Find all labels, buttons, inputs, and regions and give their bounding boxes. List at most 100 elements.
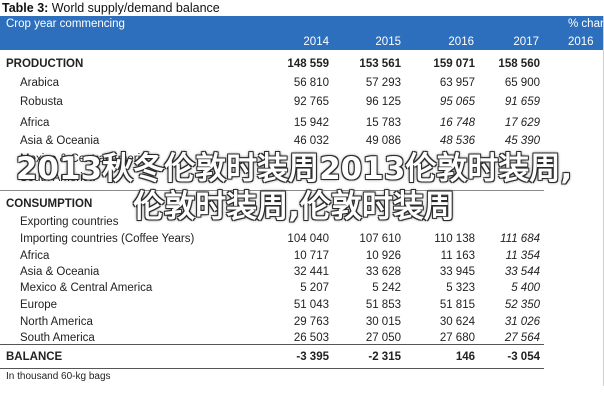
row-label: Arabica xyxy=(20,77,59,89)
value-cell-2017: 17 629 xyxy=(504,117,540,129)
value-cell-2015: 5 242 xyxy=(372,282,401,294)
row-label: Asia & Oceania xyxy=(20,266,100,278)
value-cell-2015: 10 926 xyxy=(365,250,401,262)
pct-change-header: % change xyxy=(568,18,604,30)
table-row: North America 29 763 30 015 30 624 31 026 xyxy=(0,315,604,332)
section-row: CONSUMPTION xyxy=(0,197,604,214)
value-cell-2014: 51 043 xyxy=(293,299,329,311)
table-row: Mexico & Central America xyxy=(0,152,604,169)
value-cell-2016: 16 748 xyxy=(439,117,475,129)
balance-divider xyxy=(0,368,544,369)
year-header-2017: 2017 xyxy=(513,36,539,48)
table-caption: World supply/demand balance xyxy=(51,1,220,15)
value-cell-2014: 26 503 xyxy=(293,332,329,344)
value-cell-2015: 30 015 xyxy=(365,316,401,328)
value-cell-2016: 95 065 xyxy=(439,96,475,108)
value-cell-2014: 104 040 xyxy=(287,233,329,245)
value-cell-2017: 11 354 xyxy=(505,250,540,262)
row-label: BALANCE xyxy=(6,351,63,363)
value-cell-2015: 33 628 xyxy=(365,266,401,278)
row-label: Africa xyxy=(20,117,50,129)
value-cell-2016: 30 624 xyxy=(439,316,475,328)
value-cell-2017: 111 684 xyxy=(500,233,540,245)
value-cell-2014: 15 942 xyxy=(293,117,329,129)
value-cell-2017: 5 400 xyxy=(511,282,540,294)
value-cell-2016: 51 815 xyxy=(439,299,475,311)
value-cell-2015: 153 561 xyxy=(359,58,401,70)
table-row: Arabica 56 810 57 293 63 957 65 900 xyxy=(0,76,604,93)
year-header-2014: 2014 xyxy=(303,36,329,48)
value-cell-2014: 29 763 xyxy=(293,316,329,328)
value-cell-2017: 65 900 xyxy=(504,77,540,89)
value-cell-2016: 11 163 xyxy=(440,250,475,262)
value-cell-2015: 15 783 xyxy=(365,117,401,129)
value-cell-2016: 33 945 xyxy=(439,266,475,278)
value-cell-2015: 107 610 xyxy=(359,233,401,245)
value-cell-2017: 33 544 xyxy=(504,266,540,278)
value-cell-2017: 31 026 xyxy=(504,316,540,328)
row-label: Africa xyxy=(20,250,50,262)
balance-row: BALANCE -3 395 -2 315 146 -3 054 xyxy=(0,350,604,367)
value-cell-2015: 57 293 xyxy=(365,77,401,89)
value-cell-2016: 110 138 xyxy=(434,233,475,245)
row-label: South America xyxy=(20,332,95,344)
production-divider xyxy=(0,190,544,191)
table-row: Robusta 92 765 96 125 95 065 91 659 xyxy=(0,95,604,112)
row-label: Europe xyxy=(20,299,58,311)
value-cell-2016: 63 957 xyxy=(439,77,475,89)
footnote: In thousand 60-kg bags xyxy=(6,371,111,382)
row-label: Mexico & Central America xyxy=(20,153,153,165)
value-cell-2014: 46 032 xyxy=(293,135,329,147)
year-header-2015: 2015 xyxy=(375,36,401,48)
table-row: Africa 15 942 15 783 16 748 17 629 xyxy=(0,116,604,133)
row-label: Robusta xyxy=(20,96,63,108)
watermark-overlay: 2013秋冬伦敦时装周2013伦敦时装周,伦敦时装周,伦敦时装周 xyxy=(15,151,573,225)
value-cell-2017: 158 560 xyxy=(498,58,540,70)
pct-year-header: 2016 xyxy=(568,36,594,48)
row-label: Importing countries (Coffee Years) xyxy=(20,233,195,245)
value-cell-2014: -3 395 xyxy=(296,351,329,363)
value-cell-2014: 148 559 xyxy=(287,58,329,70)
section-row: PRODUCTION 148 559 153 561 159 071 158 560 xyxy=(0,57,604,74)
value-cell-2017: 45 390 xyxy=(504,135,540,147)
value-cell-2015: -2 315 xyxy=(368,351,401,363)
crop-year-header: Crop year commencing xyxy=(6,18,125,30)
value-cell-2016: 146 xyxy=(455,351,475,363)
table-row: South America xyxy=(0,171,604,188)
value-cell-2014: 5 207 xyxy=(300,282,329,294)
row-label: Exporting countries xyxy=(20,216,119,228)
row-label: CONSUMPTION xyxy=(6,198,93,210)
value-cell-2014: 92 765 xyxy=(293,96,329,108)
value-cell-2017: 27 564 xyxy=(504,332,540,344)
table-row: Importing countries (Coffee Years) 104 04… xyxy=(0,232,604,249)
row-label: PRODUCTION xyxy=(6,58,84,70)
table-row: Europe 51 043 51 853 51 815 52 350 xyxy=(0,298,604,315)
value-cell-2015: 27 050 xyxy=(365,332,401,344)
year-header-2016: 2016 xyxy=(448,36,474,48)
row-label: Mexico & Central America xyxy=(20,282,153,294)
value-cell-2017: -3 054 xyxy=(507,351,540,363)
value-cell-2014: 56 810 xyxy=(293,77,329,89)
value-cell-2015: 96 125 xyxy=(365,96,401,108)
value-cell-2014: 10 717 xyxy=(293,250,329,262)
value-cell-2016: 27 680 xyxy=(439,332,475,344)
table-row: Exporting countries xyxy=(0,215,604,232)
table-title: Table 3: World supply/demand balance xyxy=(0,0,604,16)
value-cell-2016: 5 323 xyxy=(446,282,475,294)
value-cell-2017: 91 659 xyxy=(504,96,540,108)
row-label: North America xyxy=(20,316,93,328)
value-cell-2014: 32 441 xyxy=(293,266,329,278)
header-band xyxy=(0,16,604,50)
table-row: Mexico & Central America 5 207 5 242 5 323 5… xyxy=(0,281,604,298)
table-row: Africa 10 717 10 926 11 163 11 354 xyxy=(0,249,604,266)
value-cell-2016: 48 536 xyxy=(439,135,475,147)
table-row: Asia & Oceania 46 032 49 086 48 536 45 390 xyxy=(0,134,604,151)
value-cell-2016: 159 071 xyxy=(433,58,475,70)
row-label: South America xyxy=(20,172,95,184)
value-cell-2015: 49 086 xyxy=(365,135,401,147)
row-label: Asia & Oceania xyxy=(20,135,100,147)
value-cell-2017: 52 350 xyxy=(504,299,540,311)
consumption-divider xyxy=(0,344,544,345)
table-number: Table 3: xyxy=(2,1,49,15)
